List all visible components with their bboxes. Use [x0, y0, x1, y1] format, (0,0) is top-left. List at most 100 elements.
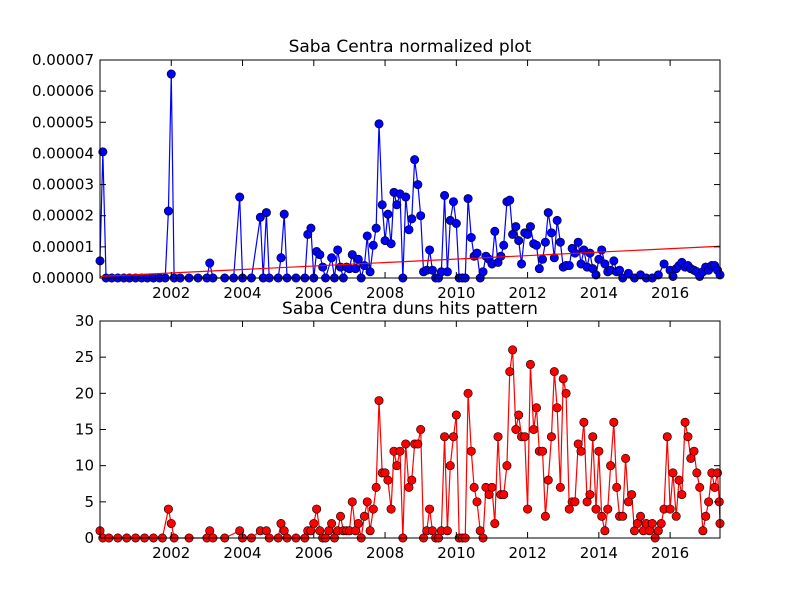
data-point	[368, 504, 378, 514]
data-point	[505, 195, 515, 205]
y-tick-label: 30	[75, 312, 94, 330]
data-point	[543, 208, 553, 218]
data-point	[371, 482, 381, 492]
data-point	[668, 468, 678, 478]
data-point	[612, 482, 622, 492]
y-tick-label: 0.00005	[32, 113, 94, 131]
y-tick-label: 0.00007	[32, 51, 94, 69]
data-point	[508, 345, 518, 355]
data-point	[597, 245, 607, 255]
data-point	[359, 511, 369, 521]
data-point	[606, 461, 616, 471]
data-point	[594, 254, 604, 264]
data-point	[597, 511, 607, 521]
data-point	[695, 482, 705, 492]
data-point	[549, 253, 559, 263]
data-point	[440, 432, 450, 442]
data-point	[392, 461, 402, 471]
data-point	[490, 226, 500, 236]
data-point	[591, 270, 601, 280]
data-point	[538, 254, 548, 264]
data-point	[543, 475, 553, 485]
data-point	[680, 417, 690, 427]
data-point	[546, 432, 556, 442]
data-point	[579, 417, 589, 427]
chart-title: Saba Centra normalized plot	[289, 37, 532, 57]
data-point	[279, 209, 289, 219]
data-point	[427, 265, 437, 275]
data-point	[442, 526, 452, 536]
data-point	[647, 519, 657, 529]
data-point	[410, 155, 420, 165]
data-point	[546, 228, 556, 238]
data-point	[466, 446, 476, 456]
data-point	[276, 253, 286, 263]
series-line	[99, 73, 721, 281]
data-point	[659, 259, 669, 269]
data-point	[636, 511, 646, 521]
data-point	[570, 497, 580, 507]
y-tick-label: 20	[75, 384, 94, 402]
data-point	[540, 237, 550, 247]
data-point	[555, 237, 565, 247]
data-point	[327, 519, 337, 529]
data-point	[511, 424, 521, 434]
data-point	[353, 519, 363, 529]
data-point	[392, 200, 402, 210]
data-point	[538, 446, 548, 456]
data-point	[451, 219, 461, 229]
data-point	[668, 271, 678, 281]
x-tick-label: 2006	[295, 544, 333, 562]
data-point	[698, 526, 708, 536]
data-point	[451, 410, 461, 420]
data-point	[383, 475, 393, 485]
data-point	[603, 504, 613, 514]
data-point	[469, 482, 479, 492]
data-point	[523, 504, 533, 514]
data-point	[677, 490, 687, 500]
data-point	[520, 432, 530, 442]
x-tick-label: 2004	[223, 544, 261, 562]
data-point	[555, 482, 565, 492]
y-tick-label: 0.00004	[32, 144, 94, 162]
data-point	[573, 237, 583, 247]
data-point	[315, 250, 325, 260]
data-point	[540, 511, 550, 521]
data-point	[502, 461, 512, 471]
data-point	[401, 439, 411, 449]
y-tick-label: 0	[84, 529, 94, 547]
x-tick-label: 2002	[152, 544, 190, 562]
data-point	[333, 245, 343, 255]
x-tick-label: 2014	[580, 284, 618, 302]
data-point	[600, 259, 610, 269]
data-point	[407, 475, 417, 485]
data-point	[499, 490, 509, 500]
data-point	[425, 245, 435, 255]
y-tick-label: 0.00003	[32, 176, 94, 194]
data-point	[517, 259, 527, 269]
data-point	[615, 265, 625, 275]
data-point	[365, 526, 375, 536]
data-point	[362, 231, 372, 241]
data-point	[261, 208, 271, 218]
data-point	[487, 482, 497, 492]
data-point	[531, 240, 541, 250]
data-point	[594, 446, 604, 456]
data-point	[383, 209, 393, 219]
data-point	[404, 225, 414, 235]
y-tick-label: 25	[75, 348, 94, 366]
data-point	[531, 403, 541, 413]
x-tick-label: 2010	[437, 284, 475, 302]
data-point	[653, 270, 663, 280]
data-point	[416, 424, 426, 434]
data-point	[463, 194, 473, 204]
data-point	[529, 424, 539, 434]
x-tick-label: 2004	[223, 284, 261, 302]
data-point	[478, 267, 488, 277]
data-point	[353, 254, 363, 264]
data-point	[683, 432, 693, 442]
data-point	[386, 504, 396, 514]
data-point	[558, 374, 568, 384]
data-point	[472, 248, 482, 258]
data-point	[407, 214, 417, 224]
